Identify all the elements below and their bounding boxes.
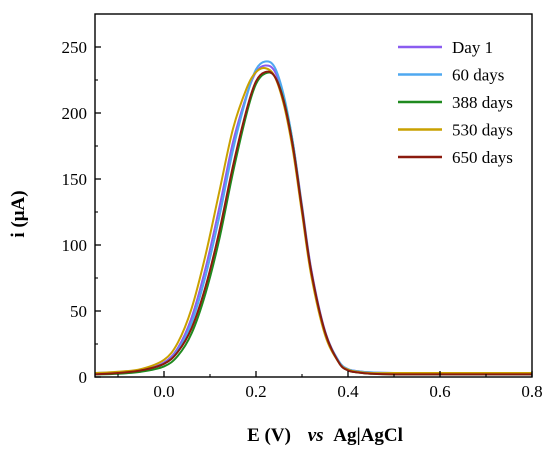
legend: Day 1 60 days 388 days 530 days 650 days bbox=[398, 38, 513, 167]
x-tick-label: 0.8 bbox=[521, 382, 542, 401]
x-axis-title-part-1: E (V) bbox=[247, 425, 291, 446]
legend-label-4: 530 days bbox=[452, 121, 513, 140]
legend-label-1: Day 1 bbox=[452, 38, 493, 57]
ticks-layer: 0.0 0.2 0.4 0.6 0.8 0 50 100 150 200 250 bbox=[62, 38, 543, 401]
series-line-3 bbox=[94, 71, 532, 376]
y-tick-label: 50 bbox=[70, 302, 87, 321]
legend-label-3: 388 days bbox=[452, 93, 513, 112]
series-line-5 bbox=[94, 70, 532, 376]
x-tick-label: 0.0 bbox=[153, 382, 174, 401]
curves-layer bbox=[94, 60, 532, 376]
x-axis-title: E (V) vs Ag|AgCl bbox=[247, 425, 403, 446]
y-tick-label: 100 bbox=[62, 236, 88, 255]
y-axis-title: i (μA) bbox=[8, 190, 29, 237]
legend-label-2: 60 days bbox=[452, 66, 504, 85]
x-axis-title-part-2: vs bbox=[308, 425, 324, 446]
x-axis-title-part-3: Ag|AgCl bbox=[333, 425, 403, 446]
legend-label-5: 650 days bbox=[452, 148, 513, 167]
plot-frame bbox=[94, 13, 533, 378]
x-tick-label: 0.4 bbox=[337, 382, 359, 401]
y-tick-label: 150 bbox=[62, 170, 88, 189]
series-line-4 bbox=[94, 66, 532, 375]
x-tick-label: 0.6 bbox=[429, 382, 450, 401]
y-tick-label: 0 bbox=[79, 368, 88, 387]
y-tick-label: 250 bbox=[62, 38, 88, 57]
y-tick-label: 200 bbox=[62, 104, 88, 123]
x-tick-label: 0.2 bbox=[245, 382, 266, 401]
